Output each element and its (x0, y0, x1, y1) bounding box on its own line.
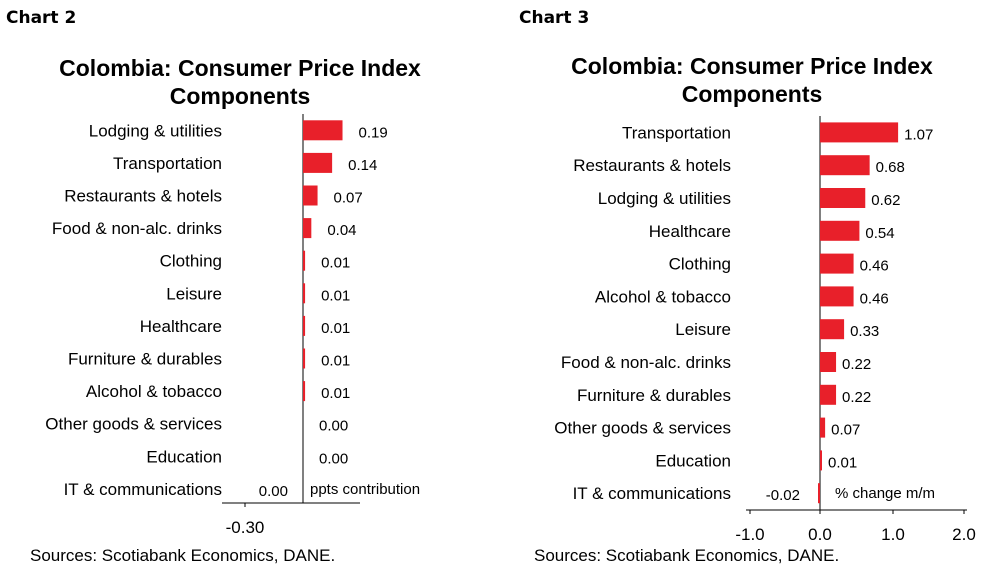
chart-2-title-line2: Components (169, 83, 311, 109)
category-label: Alcohol & tobacco (595, 287, 731, 306)
chart-2-panel: Chart 2 Colombia: Consumer Price Index C… (6, 8, 440, 565)
bar (303, 348, 306, 369)
category-label: Clothing (160, 252, 222, 271)
chart-2-title-line1: Colombia: Consumer Price Index (59, 55, 421, 81)
chart-3-panel: Chart 3 Colombia: Consumer Price Index C… (497, 0, 994, 579)
data-label: 0.62 (871, 192, 900, 209)
chart-2-source: Sources: Scotiabank Economics, DANE. (30, 546, 336, 565)
data-label: 0.04 (327, 222, 356, 239)
bar (820, 352, 837, 372)
bar (820, 188, 866, 208)
category-label: Other goods & services (554, 419, 731, 438)
chart-3-label: Chart 3 (519, 8, 590, 28)
data-label: 0.07 (334, 190, 363, 207)
chart-3-title-line1: Colombia: Consumer Price Index (571, 53, 933, 79)
data-label: 0.22 (842, 389, 871, 406)
chart-2-plot: Lodging & utilities 0.19 Transportation 0.1… (45, 114, 420, 537)
x-tick-label: -0.30 (226, 518, 265, 537)
bar (303, 250, 306, 271)
category-label: Food & non-alc. drinks (52, 219, 222, 238)
category-label: IT & communications (64, 480, 222, 499)
x-tick-label: 1.0 (881, 525, 905, 544)
data-label: 0.01 (828, 454, 857, 471)
chart-3-title-line2: Components (681, 81, 823, 107)
category-label: Healthcare (649, 222, 731, 241)
bar (820, 155, 870, 176)
x-tick-label: 2.0 (952, 525, 976, 544)
data-label: 0.01 (321, 287, 350, 304)
bar (303, 185, 318, 206)
data-label: 0.07 (831, 422, 860, 439)
chart-3-plot: Transportation 1.07 Restaurants & hotels 0.… (554, 116, 976, 544)
bar (303, 315, 306, 336)
chart-2-title: Colombia: Consumer Price Index Component… (40, 54, 440, 110)
bar (303, 152, 333, 173)
data-label: 0.01 (321, 385, 350, 402)
category-label: Lodging & utilities (598, 189, 731, 208)
category-label: Furniture & durables (577, 386, 731, 405)
data-label: 0.68 (876, 159, 905, 176)
category-label: Transportation (113, 154, 222, 173)
bar (303, 218, 312, 239)
data-label: 0.46 (860, 290, 889, 307)
category-label: Healthcare (140, 317, 222, 336)
bar (303, 381, 306, 402)
data-label: 0.01 (321, 255, 350, 272)
category-label: Food & non-alc. drinks (561, 353, 731, 372)
category-label: Education (655, 451, 731, 470)
x-axis-title: % change m/m (835, 485, 935, 502)
category-label: Restaurants & hotels (64, 187, 222, 206)
bar (820, 220, 860, 241)
category-label: Furniture & durables (68, 350, 222, 369)
x-tick-label: 0.0 (808, 525, 832, 544)
bar (820, 450, 822, 471)
category-label: Clothing (669, 255, 731, 274)
bar (820, 122, 899, 143)
bar (820, 384, 837, 405)
category-label: Transportation (622, 123, 731, 142)
chart-3-title: Colombia: Consumer Price Index Component… (552, 52, 952, 108)
bar (303, 120, 343, 141)
data-label: 0.19 (359, 124, 388, 141)
chart-3-source: Sources: Scotiabank Economics, DANE. (534, 546, 840, 565)
data-label: 0.33 (850, 323, 879, 340)
category-label: Education (146, 447, 222, 466)
data-label: 0.01 (321, 320, 350, 337)
x-axis-title: ppts contribution (310, 481, 420, 498)
data-label: 0.14 (348, 157, 377, 174)
category-label: Alcohol & tobacco (86, 382, 222, 401)
data-label: 1.07 (904, 126, 933, 143)
data-label: 0.01 (321, 353, 350, 370)
data-label: 0.46 (860, 258, 889, 275)
category-label: IT & communications (573, 484, 731, 503)
data-label: 0.22 (842, 356, 871, 373)
bar (820, 286, 854, 307)
data-label: 0.54 (865, 225, 894, 242)
category-label: Leisure (166, 284, 222, 303)
bar (303, 283, 306, 304)
data-label: 0.00 (259, 483, 288, 500)
bar (818, 483, 820, 504)
category-label: Leisure (675, 320, 731, 339)
x-tick-label: -1.0 (735, 525, 764, 544)
data-label: 0.00 (319, 450, 348, 467)
data-label: -0.02 (766, 487, 800, 504)
chart-2-label: Chart 2 (6, 8, 77, 28)
bar (820, 417, 826, 438)
bar (820, 253, 854, 274)
category-label: Restaurants & hotels (573, 156, 731, 175)
category-label: Other goods & services (45, 415, 222, 434)
data-label: 0.00 (319, 418, 348, 435)
category-label: Lodging & utilities (89, 121, 222, 140)
bar (820, 319, 845, 340)
